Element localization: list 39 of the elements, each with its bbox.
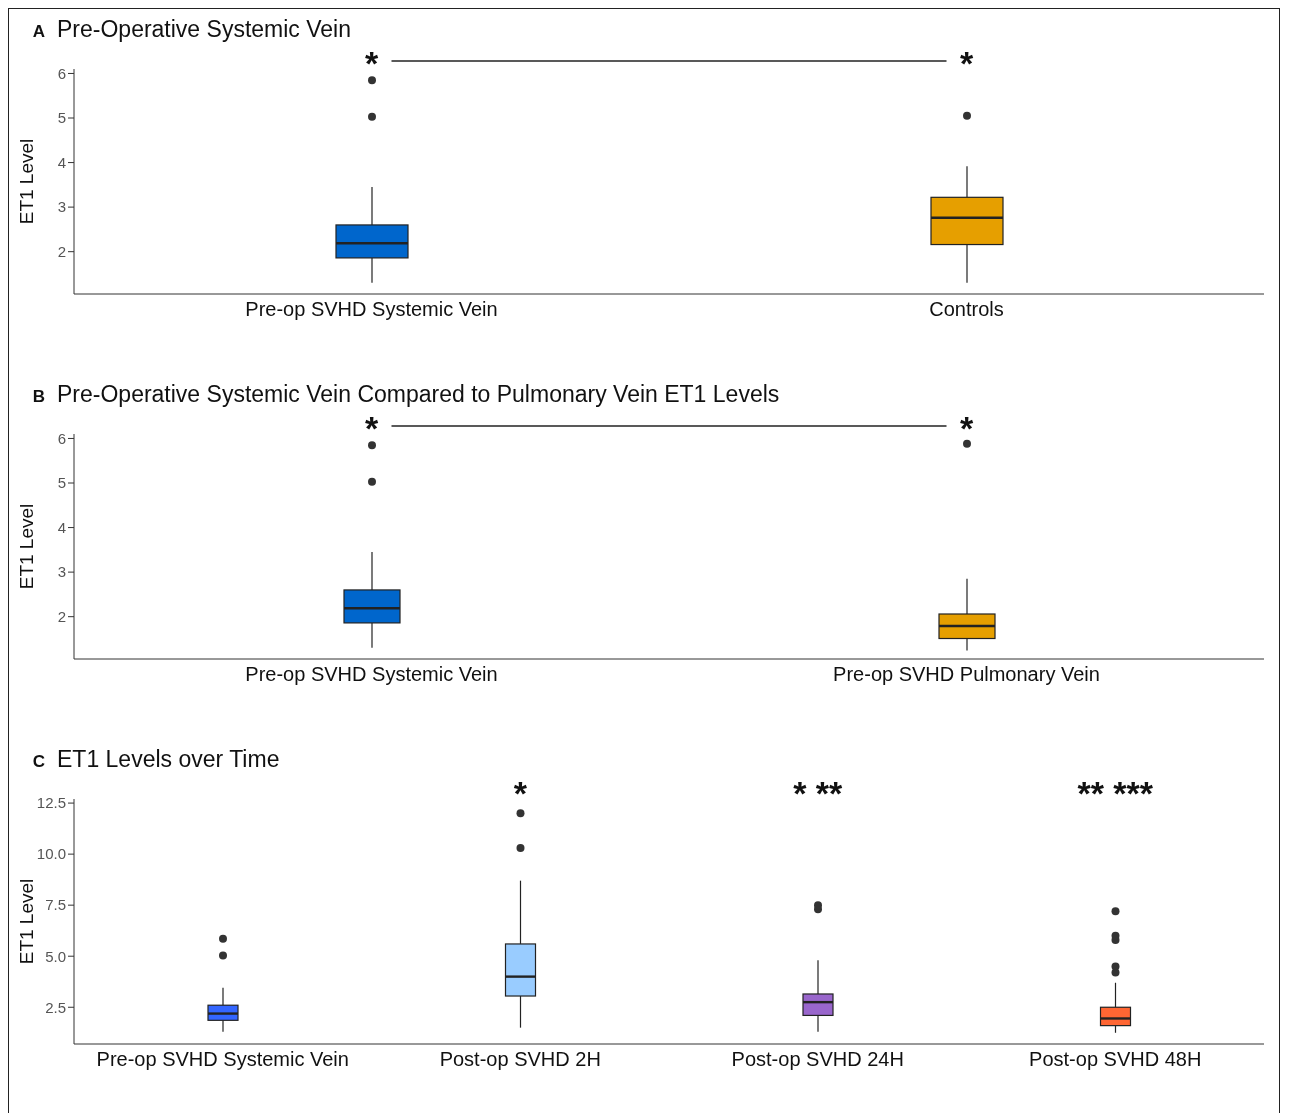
- annotation: ** ***: [1077, 774, 1154, 812]
- annotation: *: [513, 774, 528, 812]
- x-tick-label: Controls: [929, 298, 1004, 321]
- x-tick-label: Pre-op SVHD Systemic Vein: [96, 1048, 349, 1071]
- chart-title: Pre-Operative Systemic Vein: [57, 16, 352, 42]
- y-tick-label: 6: [57, 64, 66, 82]
- annotation: *: [364, 409, 379, 447]
- y-tick-label: 5.0: [45, 947, 66, 965]
- y-tick-label: 12.5: [36, 794, 66, 812]
- y-tick-label: 4: [57, 153, 66, 171]
- annotation: *: [364, 44, 379, 82]
- x-tick-label: Pre-op SVHD Systemic Vein: [245, 298, 498, 321]
- annotation: *: [959, 409, 974, 447]
- y-tick-label: 10.0: [36, 845, 66, 863]
- y-tick-label: 2: [57, 608, 66, 625]
- y-axis-title: ET1 Level: [15, 138, 37, 225]
- y-tick-label: 2: [57, 243, 66, 260]
- y-tick-label: 7.5: [45, 896, 66, 914]
- text: C: [32, 752, 46, 771]
- x-tick-label: Post-op SVHD 2H: [439, 1048, 601, 1071]
- y-tick-label: 3: [57, 198, 66, 216]
- chart-title: ET1 Levels over Time: [57, 746, 280, 772]
- x-tick-label: Pre-op SVHD Systemic Vein: [245, 663, 498, 686]
- x-tick-label: Pre-op SVHD Pulmonary Vein: [833, 663, 1100, 686]
- x-tick-label: Post-op SVHD 48H: [1029, 1048, 1202, 1071]
- y-tick-label: 4: [57, 518, 66, 536]
- x-tick-label: Post-op SVHD 24H: [731, 1048, 904, 1071]
- y-tick-label: 5: [57, 109, 66, 127]
- text: B: [32, 387, 46, 406]
- text: A: [32, 22, 46, 41]
- chart-title: Pre-Operative Systemic Vein Compared to Pulmonary Vein ET1 Levels: [57, 381, 780, 407]
- y-tick-label: 3: [57, 563, 66, 581]
- annotation: *: [959, 44, 974, 82]
- y-tick-label: 6: [57, 429, 66, 447]
- y-axis-title: ET1 Level: [15, 503, 37, 590]
- annotation: * **: [793, 774, 844, 812]
- y-axis-title: ET1 Level: [15, 878, 37, 965]
- y-tick-label: 5: [57, 474, 66, 492]
- y-tick-label: 2.5: [45, 998, 66, 1016]
